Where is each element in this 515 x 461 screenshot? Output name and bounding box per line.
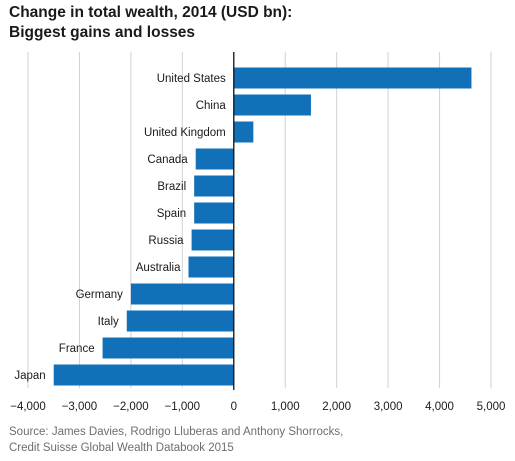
category-label-australia: Australia	[136, 262, 181, 274]
x-tick-label-4000: 4,000	[425, 401, 454, 413]
bar-france	[102, 337, 234, 359]
x-tick-label-1000: −1,000	[165, 401, 201, 413]
category-label-france: France	[59, 343, 95, 355]
bar-japan	[53, 364, 234, 386]
x-tick-label-3000: −3,000	[62, 401, 98, 413]
category-label-russia: Russia	[148, 235, 184, 247]
bar-italy	[126, 310, 234, 332]
x-tick-label-3000: 3,000	[374, 401, 403, 413]
gridlines	[27, 52, 492, 388]
bar-china	[233, 94, 311, 116]
category-label-canada: Canada	[147, 154, 188, 166]
bar-united-kingdom	[233, 121, 254, 143]
x-tick-label-4000: −4,000	[10, 401, 46, 413]
x-tick-label-1000: 1,000	[271, 401, 300, 413]
category-label-brazil: Brazil	[157, 181, 186, 193]
bar-spain	[194, 202, 234, 224]
x-axis: −4,000 −3,000 −2,000 −1,000 0 1,000 2,000 3,000…	[10, 52, 505, 413]
category-label-germany: Germany	[76, 289, 124, 301]
bar-brazil	[194, 175, 234, 197]
bar-united-states	[233, 67, 472, 89]
x-tick-label-0: 0	[231, 401, 237, 413]
category-labels: United States China United Kingdom Canada Br…	[14, 73, 226, 382]
bar-russia	[191, 229, 234, 251]
x-tick-label-5000: 5,000	[477, 401, 506, 413]
category-label-united-states: United States	[157, 73, 226, 85]
chart-title-line-2: Biggest gains and losses	[9, 24, 196, 41]
x-tick-label-2000: 2,000	[322, 401, 351, 413]
bar-canada	[195, 148, 234, 170]
category-label-china: China	[196, 100, 227, 112]
bars	[53, 67, 472, 386]
bar-australia	[188, 256, 234, 278]
source-note: Source: James Davies, Rodrigo Lluberas a…	[9, 424, 343, 456]
category-label-italy: Italy	[98, 316, 119, 328]
category-label-japan: Japan	[14, 370, 45, 382]
source-line-1: Source: James Davies, Rodrigo Lluberas a…	[9, 426, 344, 438]
category-label-spain: Spain	[157, 208, 186, 220]
source-line-2: Credit Suisse Global Wealth Databook 201…	[9, 442, 234, 454]
bar-germany	[130, 283, 234, 305]
chart-title: Change in total wealth, 2014 (USD bn): B…	[9, 3, 292, 43]
chart-title-line-1: Change in total wealth, 2014 (USD bn):	[9, 4, 293, 21]
category-label-united-kingdom: United Kingdom	[144, 127, 226, 139]
x-tick-label-2000: −2,000	[113, 401, 149, 413]
